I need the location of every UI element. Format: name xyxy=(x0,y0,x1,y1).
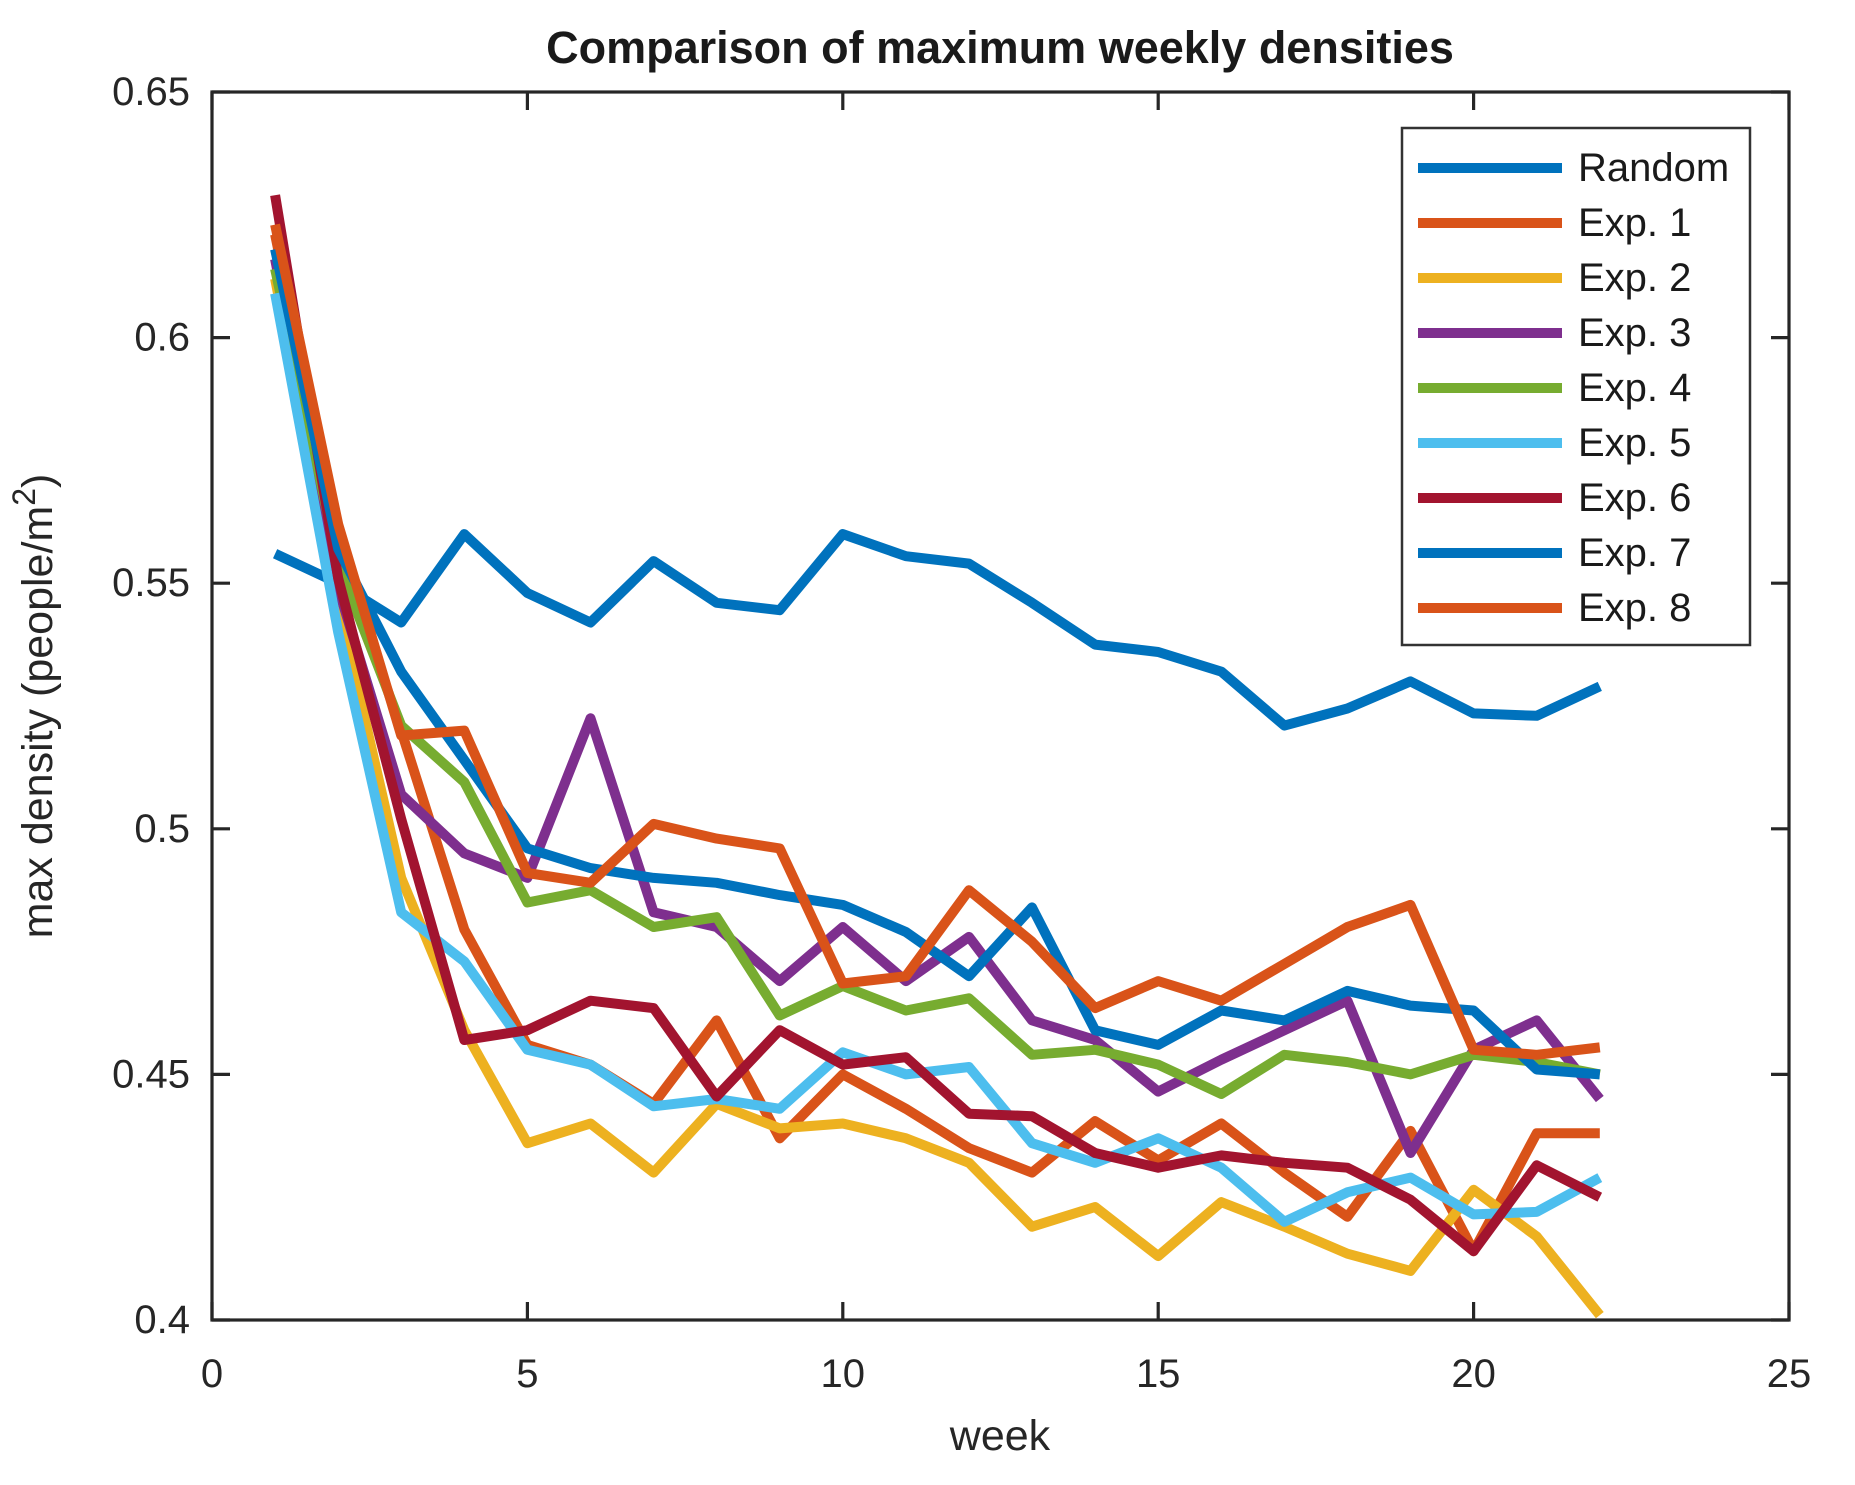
x-tick-label: 15 xyxy=(1136,1352,1181,1396)
y-tick-label: 0.65 xyxy=(112,70,190,114)
y-tick-label: 0.55 xyxy=(112,561,190,605)
legend-item-exp-1: Exp. 1 xyxy=(1418,201,1691,245)
legend-label-random: Random xyxy=(1578,146,1729,190)
legend-item-exp-4: Exp. 4 xyxy=(1418,366,1691,410)
legend-item-exp-2: Exp. 2 xyxy=(1418,256,1691,300)
legend-item-exp-6: Exp. 6 xyxy=(1418,476,1691,520)
y-tick-label: 0.6 xyxy=(134,316,190,360)
legend-label-exp-4: Exp. 4 xyxy=(1578,366,1691,410)
series-layer xyxy=(270,194,1604,1319)
legend-item-random: Random xyxy=(1418,146,1729,190)
legend-label-exp-8: Exp. 8 xyxy=(1578,586,1691,630)
plot-line-exp-2 xyxy=(270,277,1604,1319)
axes-layer: 0 5 10 15 20 25 0.4 0.45 0.5 0.55 0.6 0.65 xyxy=(112,70,1811,1396)
plot-line-exp-8 xyxy=(270,223,1601,1060)
y-tick-label: 0.4 xyxy=(134,1298,190,1342)
legend-label-exp-5: Exp. 5 xyxy=(1578,421,1691,465)
chart-title: Comparison of maximum weekly densities xyxy=(546,22,1454,73)
y-tick-label: 0.45 xyxy=(112,1052,190,1096)
x-tick-label: 10 xyxy=(821,1352,866,1396)
plot-line-exp-6 xyxy=(270,194,1603,1257)
legend-label-exp-6: Exp. 6 xyxy=(1578,476,1691,520)
plot-line-random xyxy=(272,529,1602,731)
legend: Random Exp. 1 Exp. 2 Exp. 3 Exp. 4 Exp. 5 Exp.… xyxy=(1400,126,1752,647)
legend-label-exp-7: Exp. 7 xyxy=(1578,531,1691,575)
legend-item-exp-3: Exp. 3 xyxy=(1418,311,1691,355)
legend-label-exp-3: Exp. 3 xyxy=(1578,311,1691,355)
plot-line-exp-1 xyxy=(270,233,1600,1257)
legend-item-exp-8: Exp. 8 xyxy=(1418,586,1691,630)
legend-item-exp-5: Exp. 5 xyxy=(1418,421,1691,465)
y-tick-label: 0.5 xyxy=(134,807,190,851)
plot-box xyxy=(210,90,1791,1322)
x-tick-label: 0 xyxy=(201,1352,223,1396)
x-tick-label: 20 xyxy=(1451,1352,1496,1396)
x-tick-label: 5 xyxy=(516,1352,538,1396)
legend-label-exp-1: Exp. 1 xyxy=(1578,201,1691,245)
y-axis-label: max density (people/m2) xyxy=(6,474,62,939)
plot-line-exp-4 xyxy=(270,267,1601,1099)
y-axis-label-group: max density (people/m2) xyxy=(6,474,62,939)
legend-item-exp-7: Exp. 7 xyxy=(1418,531,1691,575)
legend-label-exp-2: Exp. 2 xyxy=(1578,256,1691,300)
x-axis-label: week xyxy=(949,1412,1051,1460)
x-tick-label: 25 xyxy=(1767,1352,1812,1396)
